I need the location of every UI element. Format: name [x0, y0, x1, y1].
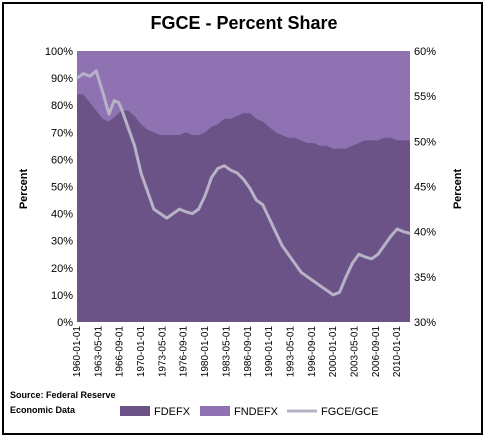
right-axis-label: Percent	[452, 168, 464, 209]
x-tick-label: 2000-01-01	[328, 326, 339, 378]
x-tick-label: 1976-09-01	[179, 326, 190, 378]
x-tick-label: 1996-09-01	[307, 326, 318, 378]
right-axis-ticks: 30% 35% 40% 45% 50% 55% 60%	[414, 46, 436, 329]
left-tick-label: 70%	[51, 127, 73, 139]
plot-areas	[77, 51, 410, 323]
right-tick-label: 40%	[414, 227, 436, 239]
left-tick-label: 90%	[51, 73, 73, 85]
right-tick-label: 30%	[414, 317, 436, 329]
left-tick-label: 10%	[51, 290, 73, 302]
area-fdefx	[77, 94, 410, 323]
chart-title: FGCE - Percent Share	[150, 13, 337, 33]
legend-swatch	[200, 406, 230, 416]
left-tick-label: 30%	[51, 236, 73, 248]
source-line: Source: Federal Reserve	[10, 390, 116, 400]
line-fgce-gce	[76, 69, 411, 297]
x-tick-label: 2003-05-01	[350, 326, 361, 378]
source-line: Economic Data	[10, 405, 76, 415]
x-tick-label: 1986-09-01	[243, 326, 254, 378]
left-tick-label: 0%	[57, 317, 73, 329]
left-axis-label: Percent	[18, 168, 30, 209]
right-tick-label: 60%	[414, 46, 436, 58]
legend-label: FGCE/GCE	[321, 406, 378, 418]
left-axis-ticks: 0% 10% 20% 30% 40% 50% 60% 70% 80% 90% 100%	[45, 46, 73, 329]
x-tick-label: 2010-01-01	[392, 326, 403, 378]
left-tick-label: 80%	[51, 100, 73, 112]
right-tick-label: 50%	[414, 136, 436, 148]
x-tick-label: 1970-01-01	[136, 326, 147, 378]
left-tick-label: 50%	[51, 182, 73, 194]
x-tick-label: 1993-05-01	[286, 326, 297, 378]
x-tick-label: 1960-01-01	[72, 326, 83, 378]
chart-svg: FGCE - Percent Share 0% 10% 20% 30% 40% 50% 60…	[10, 13, 464, 418]
x-tick-label: 1980-01-01	[200, 326, 211, 378]
x-tick-label: 2006-09-01	[371, 326, 382, 378]
x-tick-label: 1973-05-01	[157, 326, 168, 378]
legend-label: FNDEFX	[234, 406, 279, 418]
right-tick-label: 45%	[414, 182, 436, 194]
left-tick-label: 60%	[51, 154, 73, 166]
x-tick-label: 1983-05-01	[221, 326, 232, 378]
plot-line	[76, 69, 411, 297]
right-tick-label: 35%	[414, 272, 436, 284]
legend-swatch	[120, 406, 150, 416]
x-tick-label: 1963-05-01	[93, 326, 104, 378]
left-tick-label: 20%	[51, 263, 73, 275]
right-tick-label: 55%	[414, 91, 436, 103]
left-tick-label: 40%	[51, 209, 73, 221]
x-tick-label: 1990-01-01	[264, 326, 275, 378]
legend-label: FDEFX	[154, 406, 191, 418]
x-axis-ticks: 1960-01-01 1963-05-01 1966-09-01 1970-01-01…	[72, 326, 403, 378]
source-note: Source: Federal Reserve Economic Data	[10, 390, 116, 415]
x-tick-label: 1966-09-01	[115, 326, 126, 378]
legend: FDEFX FNDEFX FGCE/GCE	[120, 406, 378, 418]
left-tick-label: 100%	[45, 46, 73, 58]
